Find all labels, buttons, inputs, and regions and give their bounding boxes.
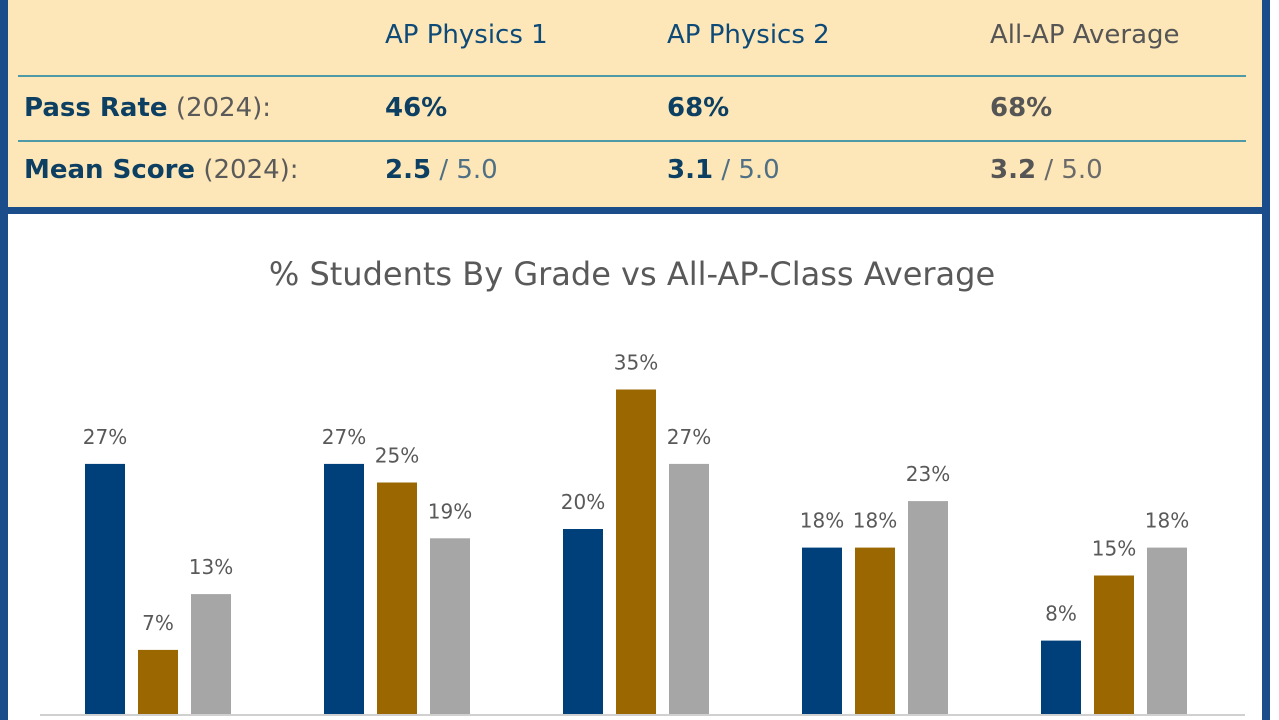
- panel-border: [0, 207, 1270, 214]
- bar-series-2-group-5: [1094, 575, 1134, 715]
- data-label-series-3-group-2: 19%: [428, 499, 472, 523]
- value: 3.1: [667, 155, 714, 185]
- denominator: / 5.0: [431, 155, 498, 185]
- bar-series-1-group-5: [1041, 640, 1081, 715]
- row-label-text: Pass Rate: [24, 93, 168, 123]
- divider: [18, 75, 1246, 77]
- value: 46%: [385, 93, 448, 123]
- data-label-series-3-group-4: 23%: [906, 462, 950, 486]
- data-label-series-3-group-3: 27%: [667, 425, 711, 449]
- data-label-series-1-group-2: 27%: [322, 425, 366, 449]
- pass-rate-ap-physics-2: 68%: [667, 93, 729, 123]
- chart-title: % Students By Grade vs All-AP-Class Aver…: [268, 255, 996, 293]
- mean-score-ap-physics-2: 3.1 / 5.0: [667, 155, 780, 185]
- denominator: / 5.0: [1036, 155, 1103, 185]
- stats-panel: [8, 0, 1262, 207]
- bar-series-1-group-2: [324, 463, 364, 715]
- row-label-mean-score: Mean Score (2024):: [24, 155, 299, 185]
- row-label-text: Mean Score: [24, 155, 196, 185]
- divider: [18, 140, 1246, 142]
- row-label-year: (2024):: [203, 155, 299, 185]
- data-label-series-1-group-3: 20%: [561, 490, 605, 514]
- pass-rate-ap-physics-1: 46%: [385, 93, 447, 123]
- bar-series-1-group-4: [802, 547, 842, 715]
- value: 68%: [990, 93, 1053, 123]
- value: 68%: [667, 93, 730, 123]
- data-label-series-1-group-1: 27%: [83, 425, 127, 449]
- column-header-ap-physics-2: AP Physics 2: [667, 20, 830, 50]
- data-label-series-3-group-5: 18%: [1145, 509, 1189, 533]
- column-header-ap-physics-1: AP Physics 1: [385, 20, 548, 50]
- bar-series-2-group-2: [377, 482, 417, 715]
- row-label-pass-rate: Pass Rate (2024):: [24, 93, 271, 123]
- bar-series-3-group-5: [1147, 547, 1187, 715]
- frame-border-left: [0, 0, 8, 720]
- pass-rate-all-ap-average: 68%: [990, 93, 1052, 123]
- denominator: / 5.0: [713, 155, 780, 185]
- bar-series-2-group-4: [855, 547, 895, 715]
- bar-series-1-group-3: [563, 529, 603, 715]
- data-label-series-1-group-4: 18%: [800, 509, 844, 533]
- bar-series-2-group-3: [616, 389, 656, 715]
- data-label-series-2-group-4: 18%: [853, 509, 897, 533]
- data-label-series-1-group-5: 8%: [1045, 602, 1077, 626]
- mean-score-ap-physics-1: 2.5 / 5.0: [385, 155, 498, 185]
- data-label-series-2-group-5: 15%: [1092, 537, 1136, 561]
- bar-series-2-group-1: [138, 649, 178, 715]
- column-header-all-ap-average: All-AP Average: [990, 20, 1180, 50]
- frame-border-right: [1262, 0, 1270, 720]
- row-label-year: (2024):: [175, 93, 272, 123]
- value: 3.2: [990, 155, 1037, 185]
- bar-series-3-group-2: [430, 538, 470, 715]
- bar-series-3-group-3: [669, 463, 709, 715]
- mean-score-all-ap-average: 3.2 / 5.0: [990, 155, 1103, 185]
- bar-series-1-group-1: [85, 463, 125, 715]
- bar-series-3-group-1: [191, 594, 231, 715]
- data-label-series-3-group-1: 13%: [189, 555, 233, 579]
- value: 2.5: [385, 155, 432, 185]
- data-label-series-2-group-2: 25%: [375, 444, 419, 468]
- data-label-series-2-group-1: 7%: [142, 611, 174, 635]
- bar-series-3-group-4: [908, 501, 948, 715]
- data-label-series-2-group-3: 35%: [614, 351, 658, 375]
- bar-group: 27% 27% 20% 18% 8% 7% 25% 35% 18% 15% 13% 19% 27% 23%…: [83, 351, 1189, 715]
